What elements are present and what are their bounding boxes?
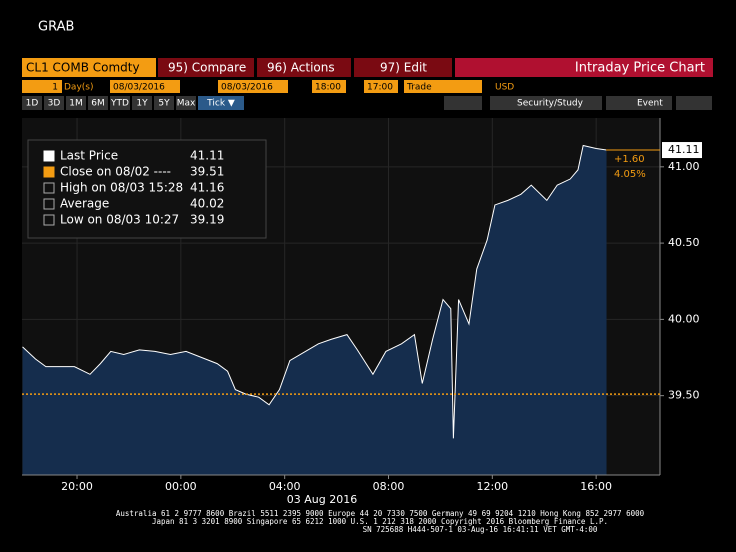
- legend-value: 39.19: [190, 213, 224, 227]
- tools: Security/Study Event: [444, 96, 712, 110]
- period-unit: Day(s): [64, 83, 93, 93]
- range-label: 1D: [26, 99, 39, 109]
- study-button[interactable]: [490, 96, 602, 110]
- legend-label: High on 08/03 15:28: [60, 181, 183, 195]
- edit-label: 97) Edit: [380, 61, 427, 75]
- y-tick-label: 40.50: [668, 236, 700, 249]
- range-button[interactable]: [132, 96, 152, 110]
- legend-value: 40.02: [190, 197, 224, 211]
- range-label: 1Y: [136, 99, 148, 109]
- x-tick-label: 04:00: [269, 480, 301, 493]
- legend-swatch: [43, 150, 55, 162]
- range-button[interactable]: [22, 96, 42, 110]
- x-tick-label: 08:00: [373, 480, 405, 493]
- start-date-field[interactable]: [110, 80, 180, 93]
- legend-box: [27, 139, 267, 239]
- footer-line: Japan 81 3 3201 8900 Singapore 65 6212 1…: [152, 517, 608, 526]
- edit-button[interactable]: [354, 58, 452, 77]
- range-button[interactable]: [154, 96, 174, 110]
- range-label: 6M: [91, 99, 105, 109]
- settings-button[interactable]: [676, 96, 712, 110]
- range-button[interactable]: [44, 96, 64, 110]
- change-pct: 4.05%: [614, 169, 646, 180]
- mode: Trade: [406, 83, 432, 93]
- area: [22, 145, 607, 475]
- range-label: Tick ▼: [206, 99, 235, 109]
- range-buttons: 1D 3D 1M 6M YTD 1Y 5Y Max Tick ▼: [22, 96, 244, 110]
- price-line: [22, 144, 607, 439]
- x-tick-label: 16:00: [580, 480, 612, 493]
- event-label: Event: [637, 99, 663, 109]
- legend: [27, 139, 267, 239]
- start-date: 08/03/2016: [113, 83, 165, 93]
- range-button[interactable]: [176, 96, 196, 110]
- footer-line: Australia 61 2 9777 8600 Brazil 5511 239…: [116, 509, 645, 518]
- y-tick-label: 39.50: [668, 389, 700, 402]
- toolbar: CL1 COMB Comdty 95) Compare 96) Actions …: [22, 58, 713, 77]
- range-button[interactable]: [198, 96, 244, 110]
- chart-title: Intraday Price Chart: [575, 61, 705, 76]
- last-price-label: 41.11: [668, 143, 700, 156]
- event-button[interactable]: [606, 96, 672, 110]
- window-title: GRAB: [38, 20, 74, 35]
- range-label: 1M: [69, 99, 83, 109]
- legend-label: Close on 08/02 ----: [60, 165, 171, 179]
- compare-button[interactable]: [158, 58, 254, 77]
- ticker-box[interactable]: [22, 58, 156, 77]
- legend-label: Last Price: [60, 149, 118, 163]
- legend-swatch: [43, 182, 55, 194]
- end-date: 08/03/2016: [221, 83, 273, 93]
- actions-button[interactable]: [257, 58, 351, 77]
- ticker: CL1 COMB Comdty: [26, 61, 140, 75]
- start-time: 18:00: [315, 83, 341, 93]
- legend-swatch: [43, 166, 55, 178]
- range-button[interactable]: [66, 96, 86, 110]
- legend-swatch: [43, 198, 55, 210]
- compare-label: 95) Compare: [168, 61, 246, 75]
- range-label: YTD: [110, 99, 129, 109]
- end-time: 17:00: [367, 83, 393, 93]
- change: +1.60: [614, 154, 645, 165]
- legend-value: 41.16: [190, 181, 224, 195]
- title-bar: [455, 58, 713, 77]
- range-button[interactable]: [88, 96, 108, 110]
- y-tick-label: 40.00: [668, 312, 700, 325]
- start-time-field[interactable]: [312, 80, 346, 93]
- legend-rows: Last Price 41.11 Close on 08/02 ---- 39.51 H…: [43, 149, 224, 227]
- y-tick-label: 41.00: [668, 160, 700, 173]
- study-label: Security/Study: [517, 99, 584, 109]
- end-time-field[interactable]: [364, 80, 398, 93]
- x-tick-label: 20:00: [61, 480, 93, 493]
- footer-line: SN 725688 H444-507-1 03-Aug-16 16:41:11 …: [363, 525, 598, 534]
- back-button[interactable]: [444, 96, 482, 110]
- controls: 1 Day(s) 08/03/2016 08/03/2016 18:00 17:…: [22, 80, 514, 93]
- end-date-field[interactable]: [218, 80, 288, 93]
- currency: USD: [495, 83, 514, 93]
- legend-value: 41.11: [190, 149, 224, 163]
- period: 1: [52, 83, 58, 93]
- x-tick-label: 12:00: [476, 480, 508, 493]
- legend-swatch: [43, 214, 55, 226]
- x-date-label: 03 Aug 2016: [287, 493, 357, 506]
- legend-value: 39.51: [190, 165, 224, 179]
- range-label: Max: [177, 99, 196, 109]
- range-button[interactable]: [110, 96, 130, 110]
- mode-field[interactable]: [404, 80, 482, 93]
- last-price-box: [662, 142, 702, 159]
- range-label: 3D: [48, 99, 61, 109]
- range-label: 5Y: [158, 99, 170, 109]
- period-field[interactable]: [22, 80, 62, 93]
- legend-label: Low on 08/03 10:27: [60, 213, 179, 227]
- actions-label: 96) Actions: [267, 61, 335, 75]
- x-tick-label: 00:00: [165, 480, 197, 493]
- legend-label: Average: [60, 197, 109, 211]
